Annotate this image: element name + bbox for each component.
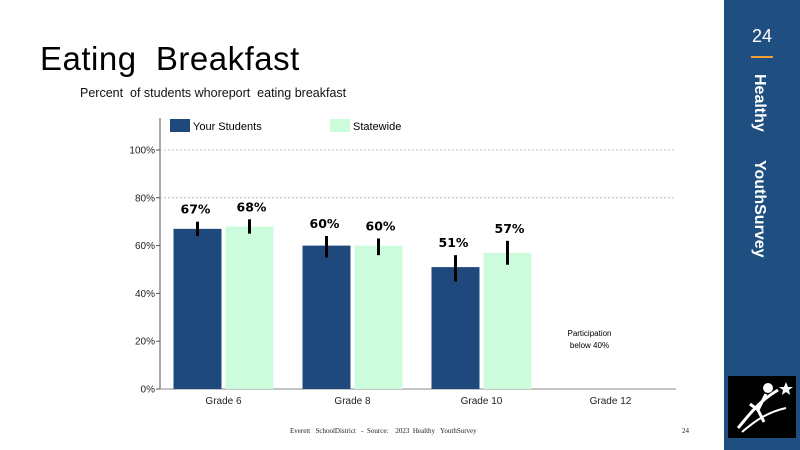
x-tick-label: Grade 6 — [205, 396, 242, 407]
x-tick-label: Grade 12 — [590, 396, 632, 407]
y-tick-label: 20% — [135, 337, 155, 348]
legend-swatch-your-students — [170, 119, 190, 132]
bar-your-students — [302, 245, 351, 389]
bar-statewide — [483, 252, 532, 389]
accent-line — [751, 56, 773, 58]
data-label: 67% — [181, 202, 211, 217]
y-tick-label: 80% — [135, 193, 155, 204]
bar-chart: 0% 20% 40% 60% 80% 100% Grade 6 67% 68% Grade 8 60… — [129, 118, 676, 407]
data-label: 51% — [439, 235, 469, 250]
legend-label: Your Students — [193, 121, 262, 133]
chart-subtitle: Percent of students whoreport eating bre… — [80, 86, 347, 100]
data-label: 60% — [310, 216, 340, 231]
side-title-youth-survey: YouthSurvey — [751, 160, 768, 258]
bar-statewide — [354, 245, 403, 389]
slide-title: Eating Breakfast — [40, 40, 300, 77]
annotation-line-1: Participation — [567, 329, 611, 338]
bar-statewide — [225, 226, 274, 389]
footer-page-number: 24 — [682, 427, 689, 435]
y-tick-label: 100% — [129, 146, 155, 157]
bar-your-students — [431, 267, 480, 389]
legend-swatch-statewide — [330, 119, 350, 132]
side-panel: 24 Healthy YouthSurvey — [724, 0, 800, 450]
annotation-line-2: below 40% — [570, 341, 609, 350]
footer-source: Everett SchoolDistrict - Source: 2023 He… — [290, 427, 477, 435]
logo-star-icon — [736, 382, 793, 433]
legend-label: Statewide — [353, 121, 401, 133]
data-label: 57% — [495, 221, 525, 236]
data-label: 68% — [237, 199, 267, 214]
y-tick-label: 40% — [135, 289, 155, 300]
y-tick-label: 0% — [141, 385, 156, 396]
data-label: 60% — [366, 218, 396, 233]
logo — [728, 376, 796, 438]
page-number: 24 — [751, 26, 773, 46]
y-tick-label: 60% — [135, 241, 155, 252]
side-title-healthy: Healthy — [751, 74, 768, 132]
x-tick-label: Grade 10 — [461, 396, 503, 407]
bar-your-students — [173, 228, 222, 389]
x-tick-label: Grade 8 — [334, 396, 371, 407]
